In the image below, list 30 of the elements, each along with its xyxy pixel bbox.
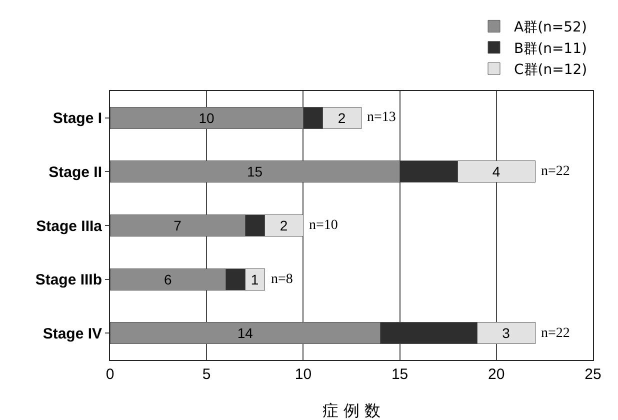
legend-label: A群(n=52) xyxy=(514,20,587,36)
data-label: 2 xyxy=(338,110,346,126)
data-label: 6 xyxy=(164,271,172,288)
x-tick-label: 15 xyxy=(391,366,408,383)
x-axis-title: 症 例 数 xyxy=(322,401,381,420)
data-label: 10 xyxy=(198,110,214,126)
x-tick-label: 25 xyxy=(584,366,602,383)
y-tick-label: Stage I xyxy=(52,110,102,128)
y-tick-label: Stage IV xyxy=(42,325,102,342)
total-label: n=22 xyxy=(541,326,570,341)
x-tick-label: 5 xyxy=(202,366,211,383)
data-label: 1 xyxy=(250,271,259,288)
x-tick-label: 0 xyxy=(106,366,114,383)
legend-label: C群(n=12) xyxy=(514,62,588,78)
data-label: 14 xyxy=(237,325,254,342)
total-label: n=13 xyxy=(367,110,396,125)
data-label: 15 xyxy=(247,164,263,180)
y-tick-label: Stage IIIa xyxy=(36,218,103,235)
x-tick-label: 10 xyxy=(294,366,312,383)
data-label: 4 xyxy=(492,164,500,180)
x-tick-label: 20 xyxy=(488,366,505,383)
data-label: 7 xyxy=(174,218,182,234)
data-label: 3 xyxy=(502,325,510,342)
legend-label: B群(n=11) xyxy=(514,40,587,57)
y-tick-label: Stage II xyxy=(48,164,102,181)
total-label: n=10 xyxy=(309,218,338,233)
data-label: 2 xyxy=(280,218,288,234)
total-label: n=8 xyxy=(271,272,293,287)
total-label: n=22 xyxy=(541,164,570,179)
y-tick-label: Stage IIIb xyxy=(35,272,102,289)
